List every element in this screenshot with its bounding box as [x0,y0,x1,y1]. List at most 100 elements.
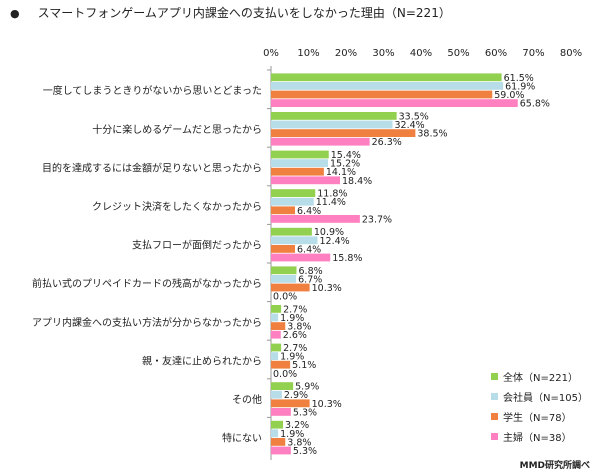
data-label: 15.2% [330,159,360,170]
category-label: 目的を達成するには金額が足りないと思ったから [42,161,262,174]
bar-全体 [271,420,283,429]
bar-会社員 [271,236,318,245]
bar-学生 [271,283,310,292]
data-label: 33.5% [399,111,429,122]
bar-学生 [271,90,493,99]
legend-label: 主婦（N=38） [503,432,572,444]
data-label: 2.7% [283,304,307,315]
bar-会社員 [271,390,282,399]
category-label: 前払い式のプリペイドカードの残高がなかったから [32,277,262,290]
bar-会社員 [271,275,297,283]
bar-主婦 [271,330,281,339]
legend-item: 全体（N=221） [491,366,595,386]
bar-学生 [271,206,295,215]
bar-会社員 [271,159,328,167]
chart-title: ● スマートフォンゲームアプリ内課金への支払いをしなかった理由（N=221） [10,4,451,21]
bar-主婦 [271,215,360,223]
data-label: 5.3% [293,446,317,457]
data-label: 32.4% [395,120,425,131]
data-label: 1.9% [280,429,304,440]
data-label: 3.8% [287,322,311,333]
legend-swatch [491,412,498,420]
data-label: 61.5% [504,73,534,84]
data-label: 11.8% [317,189,347,200]
data-label: 5.1% [292,360,316,371]
x-tick-label: 0% [263,48,279,59]
x-tick-label: 40% [410,48,432,59]
category-label: アプリ内課金への支払い方法が分からなかったから [32,316,262,329]
data-label: 3.8% [287,437,311,448]
legend-label: 会社員（N=105） [503,392,588,404]
data-label: 38.5% [417,129,447,140]
legend-item: 学生（N=78） [491,406,595,426]
category-label: クレジット決済をしたくなかったから [92,200,262,213]
legend-swatch [491,392,498,400]
legend-label: 全体（N=221） [503,372,578,384]
data-label: 26.3% [372,137,402,148]
source-note: MMD研究所調べ [519,461,590,471]
bar-学生 [271,129,416,137]
data-label: 59.0% [494,90,524,101]
x-tick-label: 20% [335,48,357,59]
bar-主婦 [271,137,370,146]
bar-主婦 [271,408,291,416]
data-label: 2.6% [283,330,307,341]
bar-学生 [271,438,286,446]
x-tick-label: 10% [297,48,319,59]
category-label: 親・友達に止められたから [142,354,262,367]
bar-学生 [271,167,324,176]
x-tick-label: 50% [447,48,469,59]
bar-主婦 [271,176,340,185]
x-tick-label: 80% [560,48,582,59]
data-label: 61.9% [505,81,535,92]
bar-学生 [271,322,286,330]
data-label: 65.8% [520,99,550,110]
category-label: その他 [232,393,262,406]
data-label: 6.8% [299,266,323,277]
data-label: 10.3% [312,283,342,294]
bar-全体 [271,382,294,390]
data-label: 0.0% [273,292,297,303]
data-label: 10.9% [314,227,344,238]
legend-item: 主婦（N=38） [491,426,595,446]
bar-主婦 [271,446,291,455]
bar-全体 [271,227,312,236]
data-label: 5.3% [293,407,317,418]
category-label: 十分に楽しめるゲームだと思ったから [92,123,262,136]
bar-会社員 [271,82,504,90]
data-label: 23.7% [362,214,392,225]
data-label: 5.9% [295,382,319,393]
data-label: 10.3% [312,399,342,410]
data-label: 11.4% [316,197,346,208]
bar-全体 [271,343,282,352]
x-tick-label: 30% [372,48,394,59]
bar-学生 [271,360,291,369]
data-label: 12.4% [320,236,350,247]
data-label: 18.4% [342,176,372,187]
data-label: 15.4% [331,150,361,161]
legend-swatch [491,432,498,440]
bar-全体 [271,73,502,82]
bar-全体 [271,112,397,120]
data-label: 1.9% [280,313,304,324]
bar-全体 [271,150,329,159]
bar-全体 [271,189,316,197]
bar-会社員 [271,313,279,322]
category-label: 一度してしまうときりがないから思いとどまった [43,84,262,97]
data-label: 1.9% [280,352,304,363]
bar-主婦 [271,253,331,262]
data-label: 6.4% [297,244,321,255]
data-label: 6.4% [297,206,321,217]
data-label: 0.0% [273,369,297,380]
bar-会社員 [271,429,279,438]
bar-会社員 [271,352,279,360]
chart-title-text: スマートフォンゲームアプリ内課金への支払いをしなかった理由（N=221） [37,6,451,20]
bar-会社員 [271,197,314,206]
data-label: 2.9% [284,390,308,401]
legend-item: 会社員（N=105） [491,386,595,406]
data-label: 3.2% [285,420,309,431]
legend: 全体（N=221） 会社員（N=105） 学生（N=78） 主婦（N=38） [491,366,595,446]
data-label: 14.1% [326,167,356,178]
data-label: 2.7% [283,343,307,354]
